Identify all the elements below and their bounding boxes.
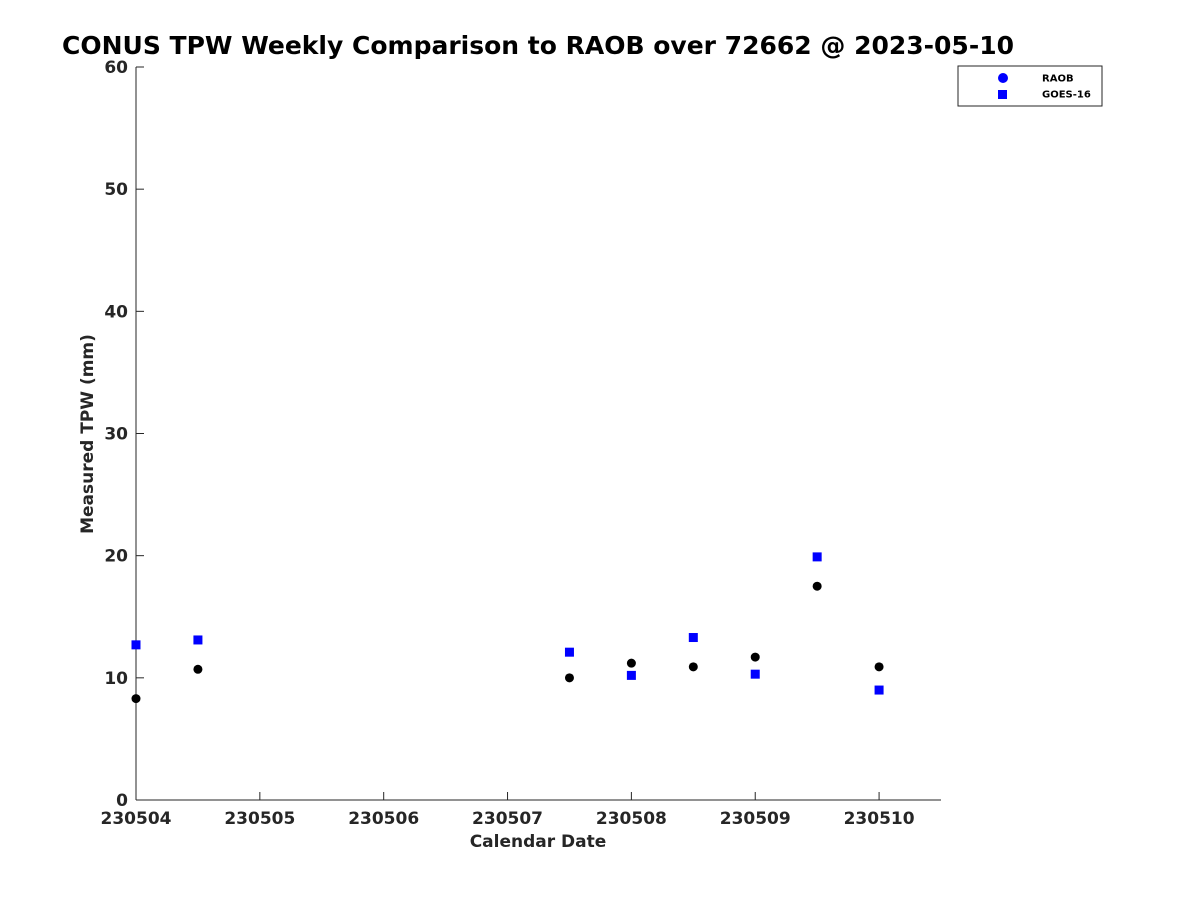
x-tick-label: 230510 [844,809,915,829]
x-tick-label: 230504 [101,809,172,829]
goes16-point [812,552,822,562]
raob-point [564,673,574,683]
raob-point [874,662,884,672]
y-axis-label: Measured TPW (mm) [78,334,98,534]
y-tick-label: 30 [104,425,128,445]
goes16-point [626,670,636,680]
goes16-point [688,633,698,643]
y-tick-label: 10 [104,669,128,689]
goes16-point [564,647,574,657]
x-tick-label: 230505 [224,809,295,829]
x-tick-label: 230506 [348,809,419,829]
chart-title: CONUS TPW Weekly Comparison to RAOB over… [62,31,1014,60]
raob-point [131,694,141,704]
x-axis-ticks: 230504 230505 230506 230507 230508 230509 2305… [101,792,915,829]
goes16-point [874,685,884,695]
goes16-point [193,635,203,645]
raob-point [626,658,636,668]
x-tick-label: 230507 [472,809,543,829]
legend-raob-label: RAOB [1042,74,1074,85]
raob-point [193,664,203,674]
y-tick-label: 40 [104,302,128,322]
plot-axes [135,67,941,801]
legend-goes16-label: GOES-16 [1042,90,1091,101]
raob-point [750,652,760,662]
legend: RAOB GOES-16 [957,65,1103,107]
y-tick-label: 0 [116,791,128,811]
y-tick-label: 20 [104,547,128,567]
y-axis-ticks: 0 10 20 30 40 50 60 [104,58,144,811]
raob-point [688,662,698,672]
x-tick-label: 230509 [720,809,791,829]
legend-raob-marker [998,73,1008,83]
goes16-point [131,640,141,650]
x-tick-label: 230508 [596,809,667,829]
legend-box [957,65,1103,107]
y-tick-label: 60 [104,58,128,78]
y-tick-label: 50 [104,180,128,200]
legend-goes16-marker [998,90,1007,99]
data-points [131,552,884,704]
goes16-point [750,669,760,679]
x-axis-label: Calendar Date [470,832,607,852]
raob-point [812,581,822,591]
